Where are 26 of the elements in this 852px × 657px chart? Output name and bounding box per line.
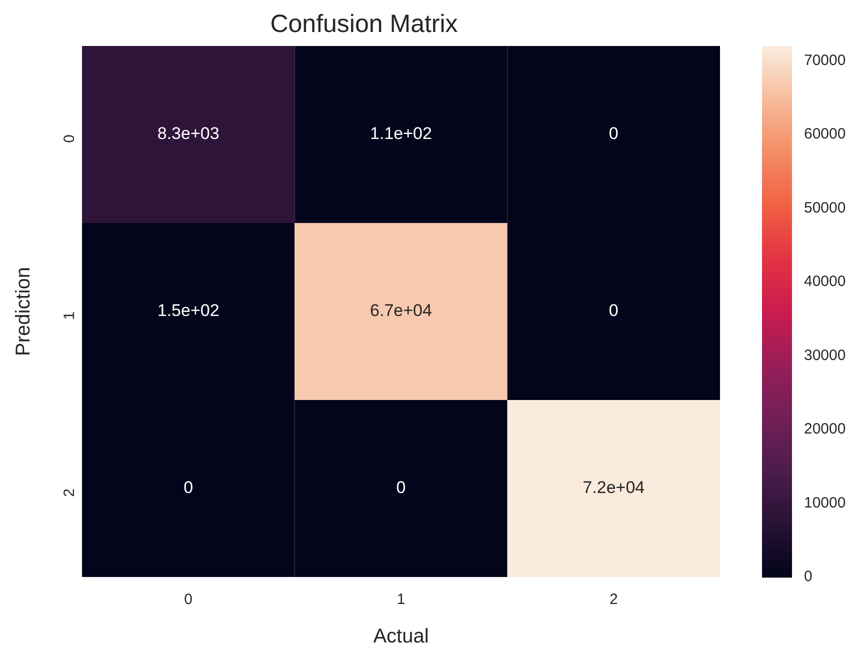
x-tick-label: 1 [396,591,406,608]
y-tick-label: 0 [61,134,78,143]
color-bar-label: 40000 [804,273,846,290]
data-label: 0 [396,478,406,498]
x-axis-title: Actual [373,626,429,648]
data-label: 0 [184,478,194,498]
data-label: 1.5e+02 [157,301,220,320]
data-label: 0 [608,124,618,144]
x-tick-label: 2 [609,591,618,608]
color-bar-label: 50000 [804,199,846,216]
color-bar-label: 30000 [804,346,846,364]
y-axis-title: Prediction [12,267,35,356]
data-label: 8.3e+03 [157,124,220,144]
data-label: 1.1e+02 [370,124,432,144]
color-bar-label: 70000 [804,52,846,69]
color-bar-label: 60000 [804,126,846,143]
x-tick-label: 0 [184,591,193,608]
chart-title: Confusion Matrix [270,10,458,38]
data-label: 6.7e+04 [370,301,432,320]
y-tick-label: 1 [61,312,78,320]
data-label: 7.2e+04 [582,478,645,498]
color-bar-label: 10000 [804,494,846,512]
color-bar-label: 0 [804,568,812,586]
color-bar-label: 20000 [804,420,846,438]
y-tick-label: 2 [61,488,78,497]
data-label: 0 [608,301,618,320]
